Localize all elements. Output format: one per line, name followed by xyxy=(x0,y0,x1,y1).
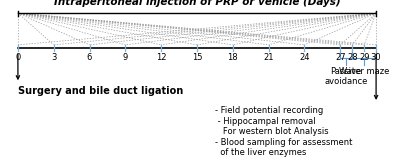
Text: 24: 24 xyxy=(299,53,310,62)
Text: 18: 18 xyxy=(227,53,238,62)
Text: 30: 30 xyxy=(371,53,381,62)
Text: 21: 21 xyxy=(263,53,274,62)
Text: Water maze: Water maze xyxy=(339,67,389,76)
Text: 15: 15 xyxy=(192,53,202,62)
Text: For western blot Analysis: For western blot Analysis xyxy=(215,127,329,136)
Text: Intraperitoneal injection of PRP or vehicle (Days): Intraperitoneal injection of PRP or vehi… xyxy=(54,0,340,7)
Text: 28: 28 xyxy=(347,53,357,62)
Text: 9: 9 xyxy=(123,53,128,62)
Text: 0: 0 xyxy=(15,53,20,62)
Text: 29: 29 xyxy=(359,53,370,62)
Text: - Blood sampling for assessment: - Blood sampling for assessment xyxy=(215,138,352,147)
Text: - Hippocampal removal: - Hippocampal removal xyxy=(215,117,316,126)
Text: 27: 27 xyxy=(335,53,346,62)
Text: 3: 3 xyxy=(51,53,56,62)
Text: Surgery and bile duct ligation: Surgery and bile duct ligation xyxy=(18,87,183,97)
Text: Passive
avoidance: Passive avoidance xyxy=(325,67,368,86)
Text: 6: 6 xyxy=(87,53,92,62)
Text: of the liver enzymes: of the liver enzymes xyxy=(215,148,306,157)
Text: - Field potential recording: - Field potential recording xyxy=(215,106,323,115)
Text: 12: 12 xyxy=(156,53,166,62)
